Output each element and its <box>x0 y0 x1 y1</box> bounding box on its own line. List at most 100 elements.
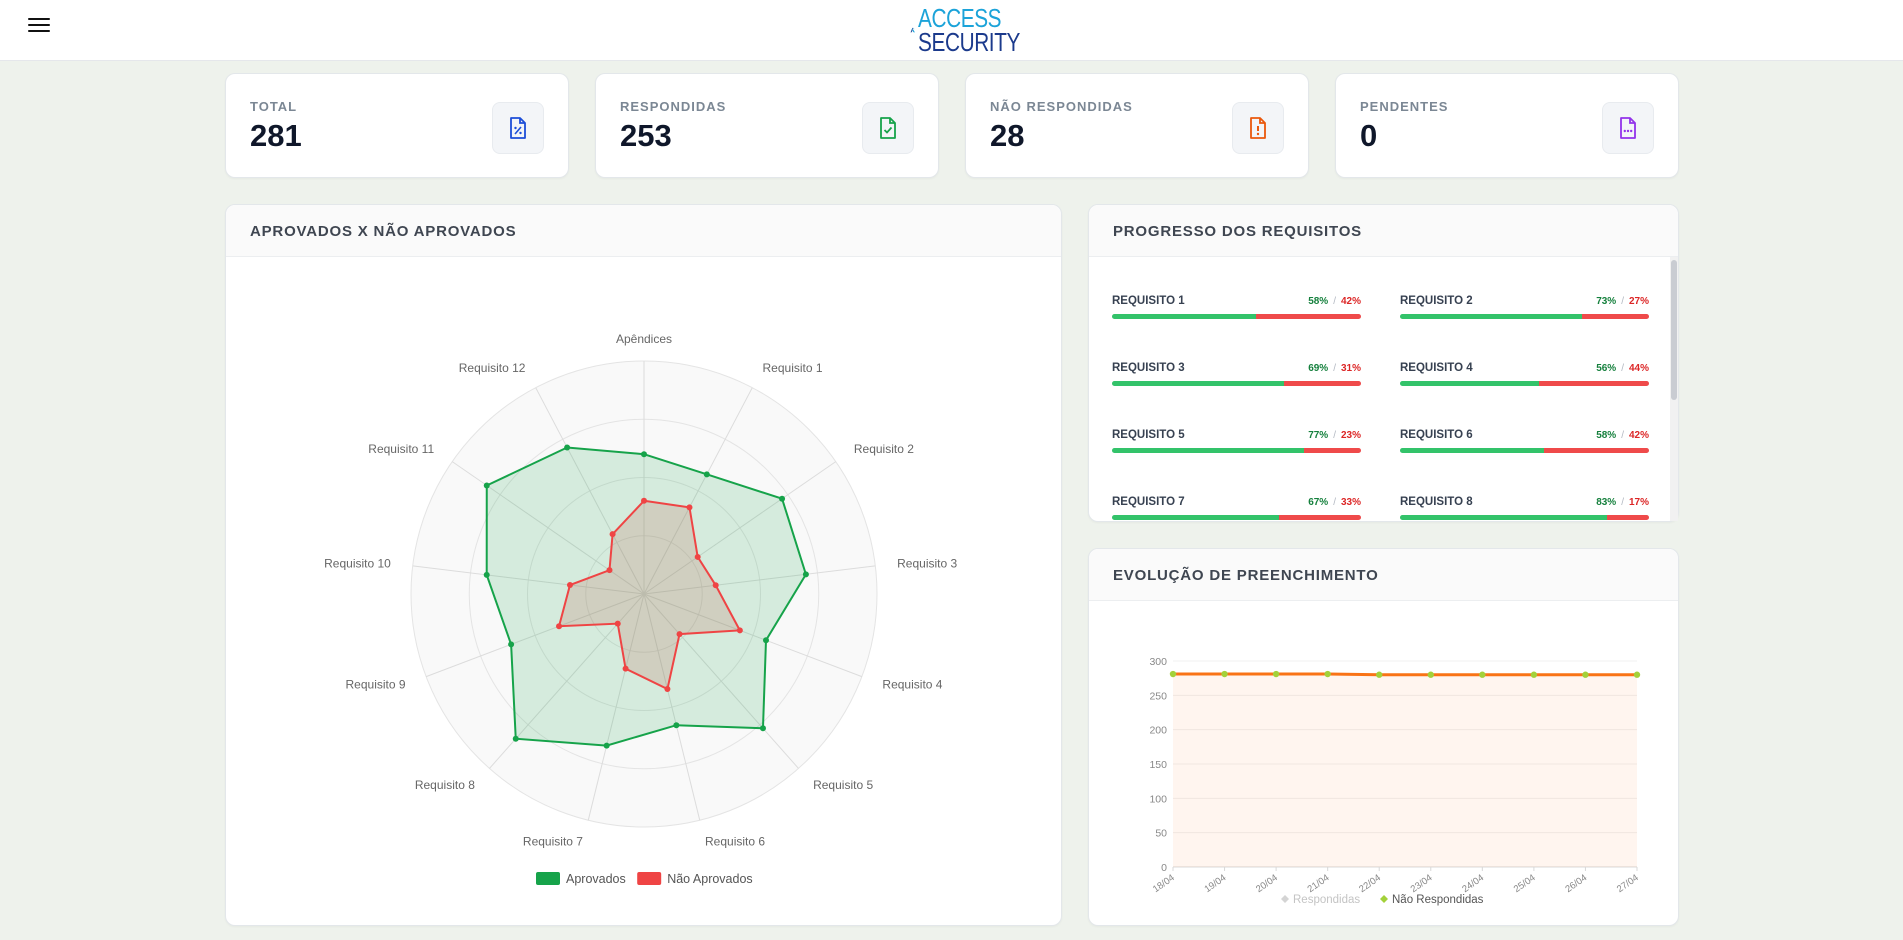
logo[interactable]: ACCESS SECURITY <box>910 4 1045 56</box>
radar-point <box>694 553 701 560</box>
x-tick-label: 20/04 <box>1254 872 1280 895</box>
progress-panel: PROGRESSO DOS REQUISITOS REQUISITO 1 58% /… <box>1088 204 1679 522</box>
radar-point <box>686 504 693 511</box>
radar-axis-label: Requisito 3 <box>897 556 957 570</box>
progress-bar-approved <box>1400 515 1607 520</box>
y-tick-label: 0 <box>1161 862 1167 874</box>
legend-marker <box>1380 895 1388 903</box>
progress-item-name: REQUISITO 2 <box>1400 295 1473 307</box>
percent-separator: / <box>1621 430 1624 441</box>
radar-axis-label: Requisito 10 <box>324 556 391 570</box>
radar-chart: Apêndices Requisito 1 Requisito 2 Requisito… <box>324 332 957 886</box>
radar-spoke <box>643 461 837 595</box>
progress-item-name: REQUISITO 7 <box>1112 496 1185 508</box>
x-tick-label: 22/04 <box>1357 872 1383 895</box>
radar-axis-label: Requisito 7 <box>523 835 583 849</box>
line-point <box>1479 671 1486 678</box>
line-point <box>1169 670 1177 678</box>
logo-line2: SECURITY <box>917 27 1020 57</box>
progress-bar-approved <box>1112 515 1279 520</box>
x-tick-label: 23/04 <box>1409 872 1435 895</box>
radar-point <box>614 620 621 627</box>
progress-bar-rejected <box>1303 448 1361 453</box>
progress-bar-approved <box>1400 381 1540 386</box>
progress-item: REQUISITO 7 67% / 33% <box>1112 496 1361 521</box>
legend-label: Respondidas <box>1293 894 1360 906</box>
radar-spoke <box>643 593 863 678</box>
radar-axis-label: Requisito 2 <box>854 442 914 456</box>
percent-separator: / <box>1333 363 1336 374</box>
x-tick-label: 27/04 <box>1615 872 1641 895</box>
percent-separator: / <box>1621 296 1624 307</box>
percent-separator: / <box>1621 363 1624 374</box>
radar-point <box>676 631 683 638</box>
radar-point <box>759 725 766 732</box>
rejected-percent: 17% <box>1628 497 1649 508</box>
progress-bar-approved <box>1112 314 1257 319</box>
panel-header: EVOLUÇÃO DE PREENCHIMENTO <box>1089 549 1678 601</box>
stat-label: NÃO RESPONDIDAS <box>990 99 1133 114</box>
stat-label: TOTAL <box>250 99 298 114</box>
panel-header: APROVADOS X NÃO APROVADOS <box>226 205 1061 257</box>
legend-swatch <box>637 872 662 885</box>
legend-label: Não Aprovados <box>667 872 752 886</box>
radar-point <box>483 571 490 578</box>
progress-item: REQUISITO 4 56% / 44% <box>1400 362 1649 392</box>
radar-spoke <box>643 565 876 595</box>
radar-point <box>603 742 610 749</box>
radar-point <box>566 582 573 589</box>
progress-bar-approved <box>1400 448 1545 453</box>
radar-axis-label: Requisito 8 <box>415 778 475 792</box>
radar-spoke <box>643 593 799 769</box>
file-percent-icon <box>492 102 544 154</box>
hamburger-menu-icon[interactable] <box>28 14 50 36</box>
progress-item-percent: 83% / 17% <box>1596 497 1649 508</box>
approved-percent: 67% <box>1308 497 1329 508</box>
progress-item: REQUISITO 1 58% / 42% <box>1112 295 1361 325</box>
radar-point <box>556 623 563 630</box>
radar-spoke <box>425 593 645 678</box>
line-point <box>1324 670 1331 678</box>
progress-bar <box>1112 515 1361 520</box>
percent-separator: / <box>1333 430 1336 441</box>
y-tick-label: 300 <box>1149 656 1167 668</box>
radar-panel: APROVADOS X NÃO APROVADOS Apêndices Requi… <box>225 204 1062 926</box>
progress-item: REQUISITO 8 83% / 17% <box>1400 496 1649 521</box>
line-area <box>1173 674 1637 867</box>
evolution-chart: 0 50 100 150 200 250 300 18/04 19/04 20/04 21/04 22… <box>1149 656 1641 906</box>
y-tick-label: 200 <box>1149 725 1167 737</box>
evolution-panel: EVOLUÇÃO DE PREENCHIMENTO 0 50 100 150 200 25… <box>1088 548 1679 926</box>
radar-point <box>712 582 719 589</box>
rejected-percent: 31% <box>1340 363 1361 374</box>
progress-bar-approved <box>1112 448 1304 453</box>
progress-bar-rejected <box>1256 314 1361 319</box>
progress-bar <box>1400 314 1649 319</box>
progress-item-name: REQUISITO 3 <box>1112 362 1185 374</box>
scrollbar-thumb[interactable] <box>1671 260 1677 400</box>
radar-point <box>802 571 809 578</box>
x-tick-label: 25/04 <box>1512 872 1538 895</box>
radar-point <box>641 451 647 458</box>
logo-text: ACCESS SECURITY <box>918 5 1045 55</box>
progress-item: REQUISITO 3 69% / 31% <box>1112 362 1361 392</box>
x-tick-label: 24/04 <box>1460 872 1486 895</box>
stat-value: 28 <box>990 118 1025 153</box>
panel-title: PROGRESSO DOS REQUISITOS <box>1113 223 1362 240</box>
percent-separator: / <box>1333 296 1336 307</box>
radar-point <box>641 497 647 504</box>
radar-axis-label: Apêndices <box>616 332 672 346</box>
progress-list[interactable]: REQUISITO 1 58%/42% REQUISITO 2 73%/27% REQU… <box>1089 257 1678 521</box>
approved-percent: 83% <box>1596 497 1617 508</box>
progress-bar <box>1400 448 1649 453</box>
approved-percent: 56% <box>1596 363 1617 374</box>
rejected-percent: 33% <box>1340 497 1361 508</box>
y-tick-label: 150 <box>1149 759 1167 771</box>
progress-item-percent: 73% / 27% <box>1596 296 1649 307</box>
stat-value: 253 <box>620 118 672 153</box>
progress-item-name: REQUISITO 1 <box>1112 295 1185 307</box>
progress-item-percent: 58% / 42% <box>1596 430 1649 441</box>
rejected-percent: 23% <box>1340 430 1361 441</box>
radar-spoke <box>535 387 645 595</box>
radar-point <box>779 495 786 502</box>
progress-bar <box>1112 314 1361 319</box>
